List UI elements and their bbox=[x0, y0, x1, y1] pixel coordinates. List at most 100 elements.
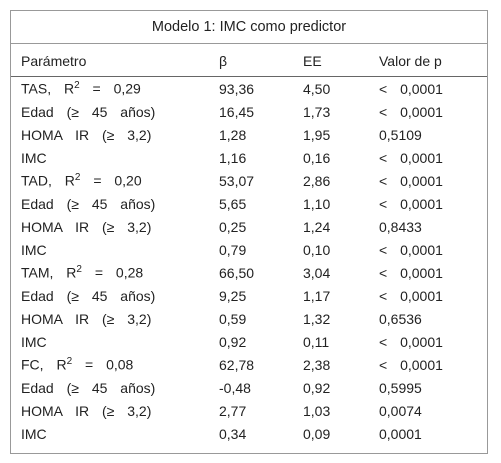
cell-text: FC, R bbox=[21, 356, 67, 373]
cell-text: TAS, R bbox=[21, 80, 75, 97]
cell: 1,73 bbox=[303, 103, 331, 120]
cell-text: = 0,29 bbox=[92, 80, 141, 97]
cell: 0,8433 bbox=[379, 218, 422, 235]
cell: 53,07 bbox=[219, 172, 255, 189]
cell: 0,34 bbox=[219, 425, 247, 442]
cell: TAM, R2 = 0,28 bbox=[11, 261, 219, 284]
cell: Edad (≥ 45 años) bbox=[21, 103, 156, 120]
cell: 1,17 bbox=[303, 287, 331, 304]
cell: 0,92 bbox=[219, 333, 247, 350]
cell: 66,50 bbox=[219, 264, 255, 281]
cell: 4,50 bbox=[303, 80, 331, 97]
cell: HOMA IR (≥ 3,2) bbox=[21, 402, 152, 419]
header-cell: Valor de p bbox=[379, 45, 487, 77]
cell: 5,65 bbox=[219, 195, 247, 212]
cell: 1,32 bbox=[303, 310, 331, 327]
cell: 2,38 bbox=[303, 356, 331, 373]
cell: 0,11 bbox=[303, 333, 330, 350]
cell-text: = 0,08 bbox=[85, 356, 134, 373]
table-row: HOMA IR (≥ 3,2) 1,28 1,95 0,5109 bbox=[11, 123, 487, 146]
cell: 0,6536 bbox=[379, 310, 422, 327]
cell: 1,24 bbox=[303, 218, 331, 235]
table-row: Edad (≥ 45 años) 16,45 1,73 < 0,0001 bbox=[11, 100, 487, 123]
cell: < 0,0001 bbox=[379, 356, 443, 373]
table-row: Edad (≥ 45 años) 9,25 1,17 < 0,0001 bbox=[11, 284, 487, 307]
header-row: Parámetro β EE Valor de p bbox=[11, 45, 487, 77]
header-cell: Parámetro bbox=[11, 45, 219, 77]
table-frame: Modelo 1: IMC como predictor Parámetro β E… bbox=[10, 10, 488, 454]
cell: 93,36 bbox=[219, 80, 255, 97]
cell: 2,86 bbox=[303, 172, 331, 189]
cell: 1,28 bbox=[219, 126, 247, 143]
cell: 1,95 bbox=[303, 126, 331, 143]
cell: -0,48 bbox=[219, 379, 251, 396]
cell: TAD, R2 = 0,20 bbox=[11, 169, 219, 192]
cell: Edad (≥ 45 años) bbox=[21, 195, 156, 212]
cell: < 0,0001 bbox=[379, 287, 443, 304]
table-row: IMC 1,16 0,16 < 0,0001 bbox=[11, 146, 487, 169]
superscript: 2 bbox=[74, 172, 81, 184]
cell: 0,5995 bbox=[379, 379, 422, 396]
table-row: HOMA IR (≥ 3,2) 0,25 1,24 0,8433 bbox=[11, 215, 487, 238]
cell: TAS, R2 = 0,29 bbox=[11, 77, 219, 101]
cell-text: = 0,20 bbox=[93, 172, 142, 189]
cell: 0,5109 bbox=[379, 126, 422, 143]
superscript: 2 bbox=[74, 80, 80, 92]
table: Parámetro β EE Valor de p TAS, R2 = 0,29 93,… bbox=[11, 45, 487, 445]
cell: < 0,0001 bbox=[379, 333, 443, 350]
table-row: IMC 0,92 0,11 < 0,0001 bbox=[11, 330, 487, 353]
cell: 1,03 bbox=[303, 402, 331, 419]
cell: 0,92 bbox=[303, 379, 331, 396]
cell: FC, R2 = 0,08 bbox=[11, 353, 219, 376]
cell: < 0,0001 bbox=[379, 80, 443, 97]
superscript: 2 bbox=[76, 264, 82, 276]
cell: < 0,0001 bbox=[379, 241, 443, 258]
cell: 3,04 bbox=[303, 264, 331, 281]
cell: 9,25 bbox=[219, 287, 247, 304]
cell: 0,25 bbox=[219, 218, 247, 235]
cell: 1,10 bbox=[303, 195, 331, 212]
table-row: TAM, R2 = 0,28 66,50 3,04 < 0,0001 bbox=[11, 261, 487, 284]
cell: < 0,0001 bbox=[379, 264, 443, 281]
cell: HOMA IR (≥ 3,2) bbox=[21, 218, 152, 235]
header-cell: β bbox=[219, 45, 303, 77]
cell: HOMA IR (≥ 3,2) bbox=[21, 310, 152, 327]
cell: 2,77 bbox=[219, 402, 247, 419]
cell: 0,59 bbox=[219, 310, 247, 327]
table-row: IMC 0,79 0,10 < 0,0001 bbox=[11, 238, 487, 261]
cell-text: = 0,28 bbox=[94, 264, 144, 281]
cell: 16,45 bbox=[219, 103, 255, 120]
cell: 0,0074 bbox=[379, 402, 422, 419]
cell-text: TAD, R bbox=[21, 172, 75, 189]
cell: 0,16 bbox=[303, 149, 331, 166]
cell: IMC bbox=[21, 241, 47, 258]
cell: IMC bbox=[21, 425, 47, 442]
cell: 1,16 bbox=[219, 149, 247, 166]
cell: Edad (≥ 45 años) bbox=[21, 287, 156, 304]
cell: IMC bbox=[21, 149, 47, 166]
table-row: Edad (≥ 45 años) 5,65 1,10 < 0,0001 bbox=[11, 192, 487, 215]
table-row: TAS, R2 = 0,29 93,36 4,50 < 0,0001 bbox=[11, 77, 487, 101]
cell: HOMA IR (≥ 3,2) bbox=[21, 126, 152, 143]
table-row: IMC 0,34 0,09 0,0001 bbox=[11, 422, 487, 445]
table-row: Edad (≥ 45 años) -0,48 0,92 0,5995 bbox=[11, 376, 487, 399]
cell: Edad (≥ 45 años) bbox=[21, 379, 156, 396]
cell: 0,10 bbox=[303, 241, 331, 258]
table-body: TAS, R2 = 0,29 93,36 4,50 < 0,0001 Edad (≥ 4… bbox=[11, 77, 487, 446]
table-row: HOMA IR (≥ 3,2) 0,59 1,32 0,6536 bbox=[11, 307, 487, 330]
table-row: HOMA IR (≥ 3,2) 2,77 1,03 0,0074 bbox=[11, 399, 487, 422]
cell: < 0,0001 bbox=[379, 195, 443, 212]
cell: < 0,0001 bbox=[379, 172, 443, 189]
table-row: TAD, R2 = 0,20 53,07 2,86 < 0,0001 bbox=[11, 169, 487, 192]
table-row: FC, R2 = 0,08 62,78 2,38 < 0,0001 bbox=[11, 353, 487, 376]
cell: IMC bbox=[21, 333, 47, 350]
cell: < 0,0001 bbox=[379, 103, 443, 120]
cell: 0,09 bbox=[303, 425, 331, 442]
cell: 62,78 bbox=[219, 356, 255, 373]
header-cell: EE bbox=[303, 45, 379, 77]
cell: 0,0001 bbox=[379, 425, 422, 442]
cell: < 0,0001 bbox=[379, 149, 443, 166]
cell-text: TAM, R bbox=[21, 264, 77, 281]
cell: 0,79 bbox=[219, 241, 247, 258]
